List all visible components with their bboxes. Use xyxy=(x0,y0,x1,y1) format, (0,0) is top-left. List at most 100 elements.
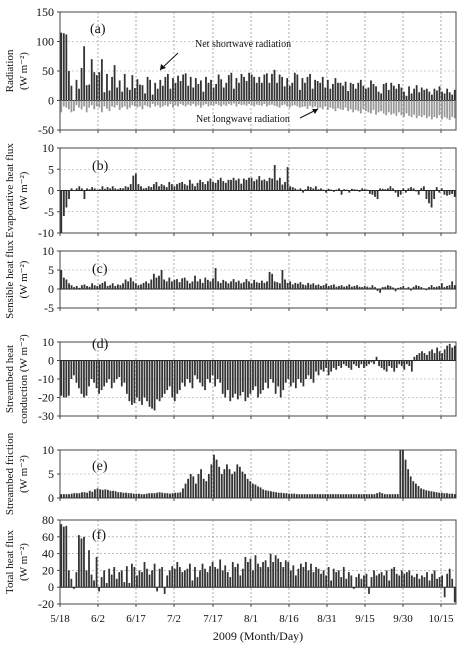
bar xyxy=(166,575,169,588)
bar xyxy=(438,285,441,289)
bar xyxy=(144,93,146,101)
bar xyxy=(224,281,227,289)
bar xyxy=(386,494,389,498)
bar xyxy=(144,100,146,106)
bar xyxy=(340,360,343,368)
bar xyxy=(373,494,376,498)
bar xyxy=(433,353,436,361)
bar xyxy=(436,90,438,101)
bar xyxy=(255,100,258,105)
bar xyxy=(232,279,235,289)
bar xyxy=(345,494,347,498)
bar xyxy=(421,575,423,588)
bar xyxy=(423,577,426,588)
bar xyxy=(360,578,363,588)
bar xyxy=(446,190,448,196)
panel-label: (f) xyxy=(92,528,106,543)
bar xyxy=(361,287,364,289)
bar xyxy=(238,466,241,498)
bar xyxy=(129,184,132,191)
bar xyxy=(197,474,200,498)
bar xyxy=(147,186,150,191)
bar xyxy=(314,186,317,191)
bar xyxy=(335,360,338,370)
bar xyxy=(352,587,355,589)
bar xyxy=(249,360,252,394)
bar xyxy=(212,100,215,106)
bar xyxy=(170,184,173,191)
bar xyxy=(104,281,106,289)
bar xyxy=(294,575,297,588)
bar xyxy=(68,283,70,289)
bar xyxy=(420,488,422,498)
bar xyxy=(380,360,383,368)
bar xyxy=(403,100,405,118)
bar xyxy=(160,270,163,289)
bar xyxy=(326,79,329,101)
bar xyxy=(276,282,279,289)
panel-label: (d) xyxy=(92,337,109,352)
bar xyxy=(165,281,168,289)
bar xyxy=(219,282,222,289)
bar xyxy=(119,492,122,498)
bar xyxy=(62,100,65,107)
bar xyxy=(223,469,226,498)
bar xyxy=(410,100,413,118)
bar xyxy=(241,471,244,498)
bar xyxy=(70,188,73,191)
bar xyxy=(259,360,262,394)
bar xyxy=(284,182,286,191)
bar xyxy=(379,289,382,293)
y-tick-label: 150 xyxy=(36,5,54,19)
plot-frame xyxy=(59,519,457,605)
bar xyxy=(436,578,438,588)
bar xyxy=(433,491,435,498)
bar xyxy=(451,94,454,101)
bar xyxy=(335,286,338,289)
bar xyxy=(166,493,169,498)
bar xyxy=(274,360,277,394)
bar xyxy=(258,100,261,106)
bar xyxy=(141,85,144,101)
bar xyxy=(219,559,222,588)
bar xyxy=(409,476,412,498)
bar xyxy=(153,563,156,588)
bar xyxy=(165,187,168,191)
bar xyxy=(145,493,148,498)
bar xyxy=(145,187,148,191)
bar xyxy=(365,360,368,367)
bar xyxy=(420,187,423,191)
bar xyxy=(266,73,268,101)
bar xyxy=(115,360,118,379)
panel-label: (a) xyxy=(90,22,106,37)
bar xyxy=(189,76,192,101)
bar xyxy=(98,284,101,289)
bar xyxy=(151,360,153,409)
bar xyxy=(160,184,163,191)
bar xyxy=(365,88,367,101)
bar xyxy=(398,83,400,101)
bar xyxy=(212,182,214,191)
bar xyxy=(151,570,153,588)
bar xyxy=(272,562,275,588)
bar xyxy=(325,360,327,368)
bar xyxy=(93,360,95,383)
bar xyxy=(359,100,362,114)
bar xyxy=(278,177,281,191)
bar xyxy=(155,182,158,191)
bar xyxy=(438,100,441,116)
bar xyxy=(446,345,449,361)
bar xyxy=(347,100,350,112)
bar xyxy=(340,577,343,588)
bar xyxy=(311,494,314,498)
bar xyxy=(248,72,251,101)
bar xyxy=(142,188,145,191)
bar xyxy=(123,360,126,383)
bar xyxy=(436,347,438,361)
bar xyxy=(255,82,258,101)
bar xyxy=(345,285,348,289)
bar xyxy=(103,100,106,107)
bar xyxy=(400,87,403,101)
bar xyxy=(453,345,456,361)
bar xyxy=(293,493,296,498)
